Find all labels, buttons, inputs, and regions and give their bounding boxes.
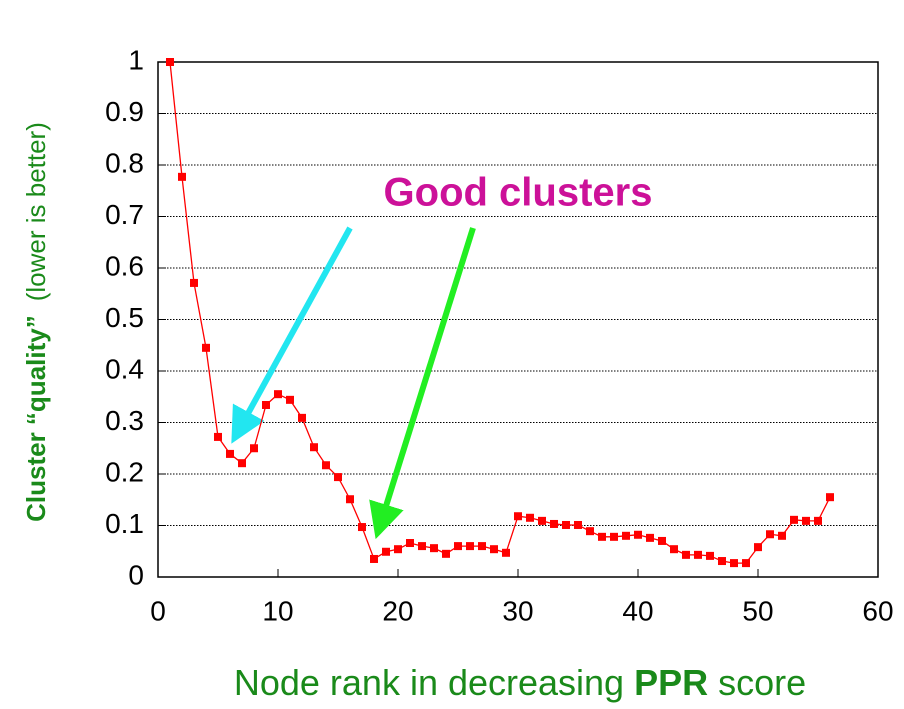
x-label-part: score <box>718 662 806 703</box>
x-axis-label: Node rank in decreasing PPR score <box>234 662 806 703</box>
point <box>778 531 786 540</box>
point <box>298 413 306 422</box>
point <box>238 459 246 468</box>
point <box>682 550 690 559</box>
point <box>406 539 414 548</box>
point <box>562 520 570 529</box>
x-tick-label: 30 <box>502 595 533 626</box>
point <box>730 559 738 568</box>
point <box>574 520 582 529</box>
point <box>178 172 186 181</box>
point <box>706 551 714 560</box>
point <box>382 547 390 556</box>
y-tick-label: 0.1 <box>105 508 144 539</box>
point <box>442 549 450 558</box>
point <box>802 516 810 525</box>
x-label-part: Node rank in decreasing <box>234 662 624 703</box>
y-label-part: Cluster “quality” <box>21 315 51 522</box>
point <box>610 532 618 541</box>
point <box>346 495 354 504</box>
y-tick-label: 0.9 <box>105 96 144 127</box>
point <box>502 548 510 557</box>
y-tick-label: 0.3 <box>105 405 144 436</box>
arrow <box>231 226 353 444</box>
point <box>286 395 294 404</box>
point <box>322 461 330 470</box>
x-tick-label: 0 <box>150 595 166 626</box>
y-axis-label: Cluster “quality” (lower is better) <box>21 122 51 522</box>
point <box>622 531 630 540</box>
point <box>754 543 762 552</box>
y-tick-label: 0.5 <box>105 302 144 333</box>
point <box>202 343 210 352</box>
point <box>358 523 366 532</box>
x-label-part: PPR <box>634 662 708 703</box>
series-line <box>169 61 831 564</box>
y-tick-label: 1 <box>128 44 144 75</box>
x-tick-label: 40 <box>622 595 653 626</box>
point <box>418 542 426 551</box>
point <box>226 449 234 458</box>
y-tick-label: 0.6 <box>105 250 144 281</box>
point <box>430 544 438 553</box>
point <box>190 278 198 287</box>
point <box>670 545 678 554</box>
point <box>646 533 654 542</box>
y-tick-label: 0.8 <box>105 147 144 178</box>
point <box>718 557 726 566</box>
point <box>826 493 834 502</box>
y-tick-label: 0.4 <box>105 353 144 384</box>
x-tick-label: 50 <box>742 595 773 626</box>
arrow <box>369 227 476 540</box>
point <box>634 530 642 539</box>
point <box>790 515 798 524</box>
point <box>262 400 270 409</box>
y-tick-label: 0 <box>128 559 144 590</box>
point <box>814 516 822 525</box>
y-tick-label: 0.7 <box>105 199 144 230</box>
point <box>310 443 318 452</box>
point <box>538 516 546 525</box>
y-label-part: (lower is better) <box>21 122 51 301</box>
point <box>466 542 474 551</box>
point <box>742 559 750 568</box>
x-tick-label: 20 <box>382 595 413 626</box>
point <box>250 444 258 453</box>
x-tick-label: 60 <box>862 595 893 626</box>
point <box>490 545 498 554</box>
point <box>478 542 486 551</box>
point <box>394 545 402 554</box>
point <box>598 532 606 541</box>
point <box>586 527 594 536</box>
point <box>334 473 342 482</box>
y-tick-label: 0.2 <box>105 456 144 487</box>
point <box>274 390 282 399</box>
point <box>694 550 702 559</box>
point <box>766 530 774 539</box>
point <box>526 513 534 522</box>
point <box>550 519 558 528</box>
point <box>370 554 378 563</box>
point <box>454 542 462 551</box>
point <box>214 432 222 441</box>
annotation: Good clusters <box>384 171 653 215</box>
point <box>166 58 174 66</box>
point <box>514 512 522 521</box>
point <box>658 536 666 545</box>
x-tick-label: 10 <box>262 595 293 626</box>
